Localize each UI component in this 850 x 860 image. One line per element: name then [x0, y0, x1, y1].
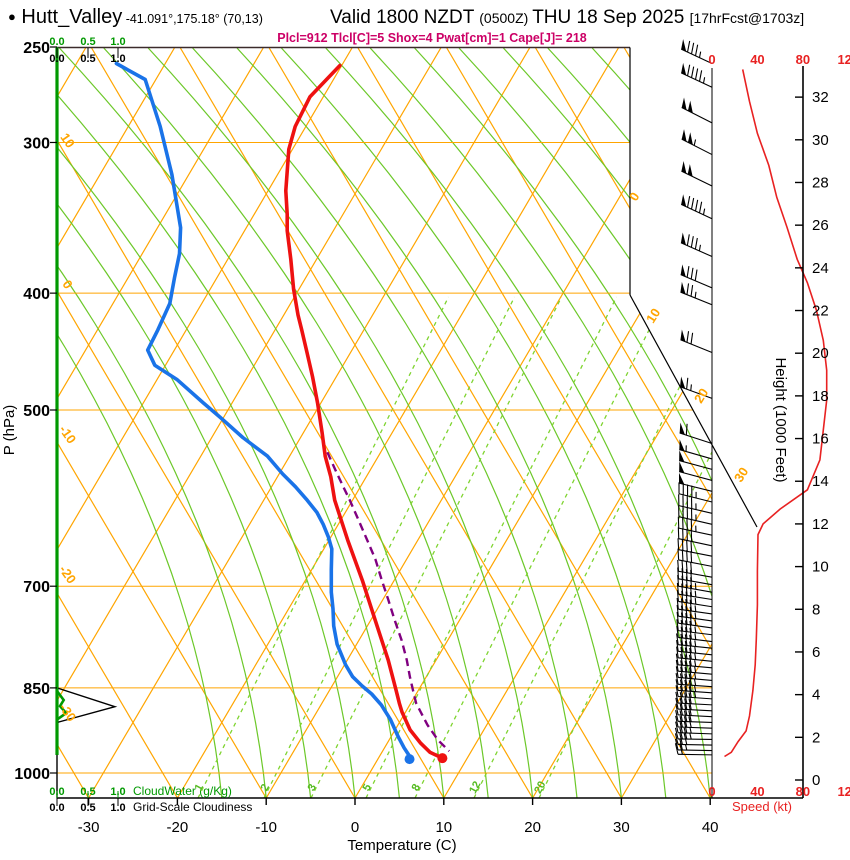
svg-text:32: 32 [812, 89, 829, 106]
svg-text:120: 120 [837, 784, 850, 799]
svg-text:80: 80 [796, 52, 810, 67]
svg-text:0: 0 [626, 190, 643, 204]
valid-date: THU 18 Sep 2025 [532, 7, 690, 28]
surface-temp-dot [437, 753, 448, 764]
svg-text:0: 0 [351, 819, 359, 836]
svg-text:20: 20 [812, 345, 829, 362]
svg-text:40: 40 [702, 819, 719, 836]
svg-text:8: 8 [410, 782, 423, 793]
svg-text:-30: -30 [56, 700, 79, 724]
svg-text:18: 18 [812, 388, 829, 405]
svg-text:250: 250 [23, 40, 50, 57]
svg-text:0.0: 0.0 [49, 802, 64, 814]
svg-text:300: 300 [23, 135, 50, 152]
valid-prefix: Valid 1800 NZDT [330, 7, 480, 28]
svg-text:10: 10 [643, 306, 663, 326]
svg-text:20: 20 [524, 819, 541, 836]
svg-text:0: 0 [708, 52, 715, 67]
svg-text:-20: -20 [56, 562, 79, 586]
parcel-curve [326, 451, 451, 752]
svg-text:850: 850 [23, 681, 50, 698]
svg-text:30: 30 [613, 819, 630, 836]
svg-text:700: 700 [23, 579, 50, 596]
svg-text:30: 30 [731, 465, 751, 485]
station-name: Hutt_Valley [21, 6, 123, 28]
svg-text:1.0: 1.0 [110, 53, 125, 65]
valid-fcst: [17hrFcst@1703z] [689, 10, 805, 26]
station-coords: -41.091°,175.18° (70,13) [122, 12, 263, 26]
svg-text:-20: -20 [167, 819, 189, 836]
svg-text:0.0: 0.0 [49, 53, 64, 65]
svg-text:20: 20 [532, 779, 548, 795]
station-title: ● Hutt_Valley -41.091°,175.18° (70,13) [8, 6, 263, 29]
plot-frame [55, 46, 758, 798]
svg-text:30: 30 [812, 132, 829, 149]
svg-text:0.5: 0.5 [80, 53, 95, 65]
svg-text:24: 24 [812, 260, 829, 277]
skewt-grid [57, 48, 712, 798]
svg-text:120: 120 [837, 52, 850, 67]
svg-text:Temperature (C): Temperature (C) [347, 837, 456, 854]
svg-text:8: 8 [812, 601, 820, 618]
svg-text:0.5: 0.5 [80, 802, 95, 814]
cloudwater-profile [55, 47, 69, 755]
svg-text:P (hPa): P (hPa) [1, 405, 18, 456]
svg-text:2: 2 [812, 729, 820, 746]
svg-text:3: 3 [306, 782, 319, 793]
svg-text:-30: -30 [78, 819, 100, 836]
stability-indices: Plcl=912 Tlcl[C]=5 Shox=4 Pwat[cm]=1 Cap… [277, 31, 587, 45]
station-bullet-icon: ● [8, 9, 16, 24]
svg-text:10: 10 [435, 819, 452, 836]
valid-time-title: Valid 1800 NZDT (0500Z) THU 18 Sep 2025 … [330, 7, 804, 29]
svg-text:80: 80 [796, 784, 810, 799]
svg-text:1.0: 1.0 [110, 36, 125, 48]
cloud-scale-labels: 0.00.00.00.00.50.50.50.51.01.01.01.0Clou… [49, 36, 252, 814]
wind-barbs [674, 39, 713, 756]
valid-zulu: (0500Z) [479, 10, 533, 26]
svg-text:4: 4 [812, 687, 820, 704]
mixing-ratio-labels: 1 2 3 5 8 12 20 [193, 779, 549, 795]
pressure-axis: 250 300 400 500 700 850 1000 P (hPa) [1, 40, 57, 783]
svg-text:16: 16 [812, 431, 829, 448]
svg-text:0.0: 0.0 [49, 36, 64, 48]
svg-text:10: 10 [57, 130, 78, 150]
temperature-axis: -30 -20 -10 0 10 20 30 40 Temperature (C) [57, 797, 803, 854]
svg-text:1: 1 [193, 782, 206, 793]
svg-text:0: 0 [708, 784, 715, 799]
svg-text:12: 12 [467, 779, 483, 795]
svg-text:Speed (kt): Speed (kt) [732, 799, 792, 814]
svg-text:0: 0 [812, 772, 820, 789]
svg-text:0.5: 0.5 [80, 36, 95, 48]
svg-text:Grid-Scale Cloudiness: Grid-Scale Cloudiness [133, 800, 252, 814]
svg-text:1000: 1000 [14, 766, 50, 783]
svg-text:26: 26 [812, 217, 829, 234]
temperature-curve [283, 63, 445, 760]
svg-text:14: 14 [812, 473, 829, 490]
svg-text:1.0: 1.0 [110, 802, 125, 814]
speed-axis-labels: 0040408080120120Speed (kt) [708, 52, 850, 814]
svg-text:40: 40 [750, 784, 764, 799]
svg-text:-10: -10 [56, 422, 79, 446]
svg-text:10: 10 [812, 559, 829, 576]
svg-text:20: 20 [691, 386, 711, 406]
wind-speed-profile [724, 69, 828, 758]
svg-text:2: 2 [259, 782, 272, 793]
svg-text:40: 40 [750, 52, 764, 67]
svg-text:Height (1000 Feet): Height (1000 Feet) [772, 357, 789, 482]
dewpoint-curve [114, 61, 413, 759]
svg-text:500: 500 [23, 403, 50, 420]
svg-text:5: 5 [361, 782, 374, 793]
surface-dewpoint-dot [404, 754, 415, 765]
svg-text:-10: -10 [255, 819, 277, 836]
svg-text:400: 400 [23, 286, 50, 303]
svg-text:28: 28 [812, 174, 829, 191]
svg-text:CloudWater (g/Kg): CloudWater (g/Kg) [133, 784, 232, 798]
svg-text:6: 6 [812, 644, 820, 661]
svg-text:22: 22 [812, 303, 829, 320]
svg-text:12: 12 [812, 516, 829, 533]
